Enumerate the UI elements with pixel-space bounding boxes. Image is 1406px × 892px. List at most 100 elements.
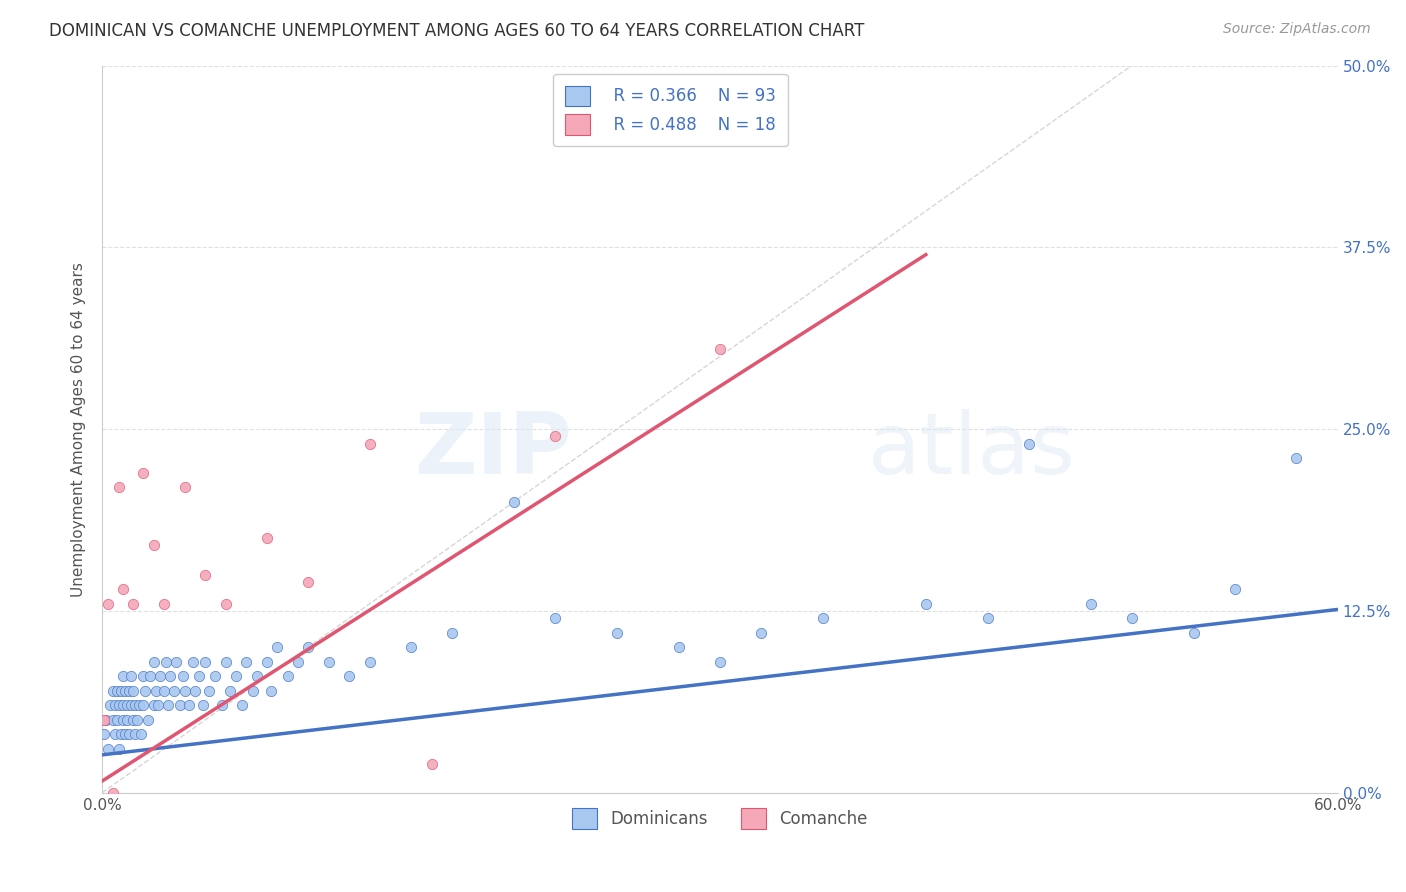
Point — [420, 756, 443, 771]
Point — [749, 625, 772, 640]
Point — [246, 669, 269, 683]
Point — [122, 713, 145, 727]
Point — [1080, 597, 1102, 611]
Point — [110, 727, 132, 741]
Point — [914, 597, 936, 611]
Point — [169, 698, 191, 713]
Point — [225, 669, 247, 683]
Point — [184, 684, 207, 698]
Y-axis label: Unemployment Among Ages 60 to 64 years: Unemployment Among Ages 60 to 64 years — [72, 261, 86, 597]
Point — [132, 669, 155, 683]
Point — [194, 567, 217, 582]
Point — [218, 684, 240, 698]
Point — [503, 495, 526, 509]
Point — [118, 727, 141, 741]
Point — [198, 684, 221, 698]
Point — [211, 698, 233, 713]
Text: atlas: atlas — [868, 409, 1076, 492]
Point — [544, 429, 567, 443]
Point — [297, 640, 319, 655]
Point — [173, 480, 195, 494]
Point — [159, 669, 181, 683]
Point — [260, 684, 283, 698]
Point — [101, 713, 124, 727]
Point — [107, 698, 129, 713]
Point — [93, 713, 115, 727]
Text: ZIP: ZIP — [413, 409, 572, 492]
Point — [142, 538, 165, 552]
Point — [215, 655, 238, 669]
Point — [399, 640, 422, 655]
Point — [1121, 611, 1143, 625]
Point — [163, 684, 186, 698]
Point — [266, 640, 288, 655]
Point — [606, 625, 628, 640]
Point — [132, 698, 155, 713]
Text: DOMINICAN VS COMANCHE UNEMPLOYMENT AMONG AGES 60 TO 64 YEARS CORRELATION CHART: DOMINICAN VS COMANCHE UNEMPLOYMENT AMONG… — [49, 22, 865, 40]
Point — [287, 655, 309, 669]
Point — [110, 684, 132, 698]
Point — [297, 574, 319, 589]
Point — [142, 698, 165, 713]
Point — [153, 597, 176, 611]
Point — [337, 669, 360, 683]
Point — [359, 436, 381, 450]
Point — [811, 611, 834, 625]
Point — [97, 742, 120, 756]
Point — [120, 669, 142, 683]
Point — [1018, 436, 1040, 450]
Point — [122, 597, 145, 611]
Point — [235, 655, 257, 669]
Point — [134, 684, 156, 698]
Point — [105, 684, 128, 698]
Point — [276, 669, 298, 683]
Point — [103, 698, 125, 713]
Point — [215, 597, 238, 611]
Point — [976, 611, 998, 625]
Point — [153, 684, 176, 698]
Point — [165, 655, 187, 669]
Point — [111, 713, 134, 727]
Point — [127, 713, 149, 727]
Text: Source: ZipAtlas.com: Source: ZipAtlas.com — [1223, 22, 1371, 37]
Point — [318, 655, 340, 669]
Point — [111, 669, 134, 683]
Point — [668, 640, 690, 655]
Point — [191, 698, 214, 713]
Point — [101, 684, 124, 698]
Point — [136, 713, 159, 727]
Point — [142, 655, 165, 669]
Legend: Dominicans, Comanche: Dominicans, Comanche — [565, 802, 875, 835]
Point — [256, 531, 278, 545]
Point — [709, 342, 731, 356]
Point — [242, 684, 264, 698]
Point — [177, 698, 200, 713]
Point — [103, 727, 125, 741]
Point — [100, 698, 122, 713]
Point — [114, 727, 136, 741]
Point — [709, 655, 731, 669]
Point — [149, 669, 172, 683]
Point — [107, 480, 129, 494]
Point — [97, 597, 120, 611]
Point — [124, 727, 146, 741]
Point — [173, 684, 195, 698]
Point — [146, 698, 169, 713]
Point — [441, 625, 464, 640]
Point — [359, 655, 381, 669]
Point — [114, 684, 136, 698]
Point — [120, 698, 142, 713]
Point — [231, 698, 253, 713]
Point — [124, 698, 146, 713]
Point — [122, 684, 145, 698]
Point — [111, 582, 134, 596]
Point — [131, 727, 153, 741]
Point — [256, 655, 278, 669]
Point — [157, 698, 180, 713]
Point — [93, 727, 115, 741]
Point — [204, 669, 226, 683]
Point — [128, 698, 150, 713]
Point — [105, 713, 128, 727]
Point — [132, 466, 155, 480]
Point — [188, 669, 211, 683]
